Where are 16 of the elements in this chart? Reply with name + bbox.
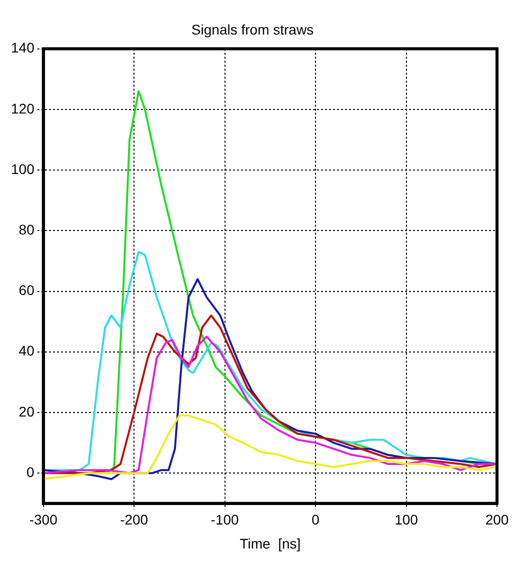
y-tick-label: 80 <box>18 222 35 238</box>
x-tick-label: -300 <box>29 512 58 528</box>
y-tick-label: 100 <box>11 160 35 177</box>
y-tick-label: 0 <box>26 464 35 480</box>
x-tick-label: 100 <box>394 512 418 528</box>
y-tick-label: 40 <box>18 342 35 359</box>
y-tick-label: 140 <box>11 40 35 56</box>
x-tick-label: -100 <box>210 512 240 528</box>
x-tick-label: 200 <box>485 512 509 528</box>
x-tick-label: 0 <box>312 512 320 528</box>
x-tick-label: -200 <box>120 512 148 528</box>
y-tick-label: 60 <box>18 282 35 298</box>
chart-title: Signals from straws <box>191 21 314 38</box>
x-axis-title: Time [ns] <box>240 535 301 552</box>
y-tick-label: 20 <box>18 403 35 420</box>
y-tick-label: 120 <box>11 100 35 116</box>
